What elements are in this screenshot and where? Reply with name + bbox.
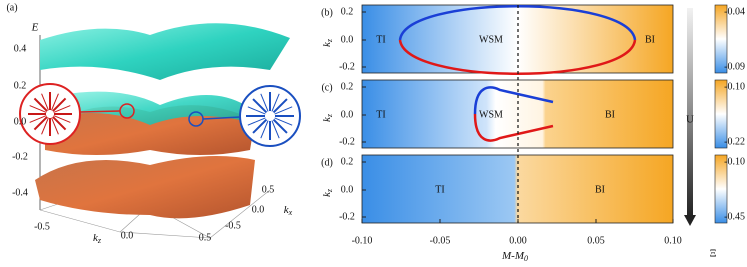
inset-arrow — [53, 105, 71, 113]
inset-arrow — [247, 106, 266, 115]
inset-arrow — [52, 116, 67, 131]
u-arrow — [687, 8, 693, 218]
region-label: WSM — [479, 34, 503, 45]
inset-arrow — [260, 93, 269, 112]
inset-arrow — [41, 93, 49, 111]
kx-label: kx — [284, 204, 293, 217]
inset-arrow — [252, 118, 268, 134]
y-axis-label-sub: z — [325, 113, 334, 118]
y-tick-label: 0.0 — [14, 116, 27, 127]
kx-label-sub: x — [288, 208, 293, 217]
colorbar-label: -0.09 — [724, 61, 745, 72]
kz-tick-label: 0.0 — [121, 230, 134, 241]
inset-arrow — [29, 115, 47, 123]
inset-arrow — [29, 105, 47, 113]
x-axis-label-base: M-M — [501, 250, 525, 262]
phase-map — [361, 4, 674, 74]
colorbar-label: -0.10 — [724, 81, 745, 92]
region-label: BI — [595, 184, 605, 195]
inset-arrow — [274, 117, 293, 126]
panel-label: (c) — [321, 82, 332, 93]
y-tick-label: -0.2 — [339, 136, 355, 147]
phase-map — [361, 154, 674, 224]
x-tick-label: -0.05 — [430, 235, 451, 246]
y-axis-label-base: k — [321, 116, 333, 122]
panel-label: (d) — [321, 157, 333, 168]
kz-label-sub: z — [97, 236, 102, 245]
x-axis-label-sub: 0 — [524, 254, 528, 263]
kz-tick-label: 0.5 — [199, 232, 212, 243]
y-axis-label-base: k — [321, 41, 333, 47]
x-axis-label: M-M0 — [501, 250, 528, 263]
colorbar-label: -0.10 — [724, 156, 745, 167]
y-tick-label: 0.0 — [341, 34, 354, 45]
inset-arrow — [52, 97, 67, 112]
y-tick-label: 0.0 — [341, 184, 354, 195]
region-label: TI — [435, 184, 444, 195]
axis-label: E — [31, 22, 39, 34]
region-label: TI — [376, 109, 385, 120]
inset-arrow — [271, 93, 280, 112]
colorbar — [714, 4, 728, 74]
inset-arrow — [41, 117, 49, 135]
y-axis-label-base: k — [321, 191, 333, 197]
colorbar-label: -0.45 — [724, 211, 745, 222]
inset-arrow — [260, 120, 269, 139]
region-label: TI — [376, 34, 385, 45]
kz-label: kz — [93, 232, 102, 245]
inset-arrow — [51, 117, 59, 135]
panel-label: (a) — [6, 2, 17, 13]
panel-label: (b) — [321, 7, 333, 18]
y-tick-label: -0.2 — [12, 151, 28, 162]
y-axis-label-sub: z — [325, 38, 334, 43]
kx-tick-label: 0.5 — [262, 184, 275, 195]
y-tick-label: 0.2 — [341, 81, 354, 92]
u-label: U — [686, 114, 694, 126]
y-tick-label: -0.2 — [339, 61, 355, 72]
colorbar — [714, 79, 728, 149]
inset-arrow — [271, 120, 280, 139]
colorbar-title: Ξ — [709, 248, 716, 260]
inset-arrow — [33, 97, 48, 112]
y-tick-label: -0.2 — [339, 211, 355, 222]
y-tick-label: 0.2 — [341, 156, 354, 167]
inset-arrow — [51, 93, 59, 111]
u-arrow-head — [684, 215, 696, 226]
y-tick-label: 0.4 — [14, 43, 27, 54]
y-tick-label: -0.4 — [12, 187, 28, 198]
region-label: BI — [605, 109, 615, 120]
colorbar-label: -0.04 — [724, 6, 745, 17]
inset-arrow — [274, 106, 293, 115]
inset-arrow — [53, 115, 71, 123]
y-tick-label: 0.2 — [14, 80, 27, 91]
x-tick-label: -0.10 — [352, 235, 373, 246]
region-label: BI — [645, 34, 655, 45]
inset-arrow — [33, 116, 48, 131]
region-label: WSM — [479, 109, 503, 120]
inset-arrow — [272, 118, 288, 134]
inset-arrow — [272, 98, 288, 114]
y-axis-label: kz — [321, 188, 334, 197]
colorbar — [714, 154, 728, 224]
y-tick-label: 0.0 — [341, 109, 354, 120]
y-axis-label: kz — [321, 38, 334, 47]
inset-arrow — [247, 117, 266, 126]
x-tick-label: 0.10 — [664, 235, 682, 246]
kx-label-base: k — [284, 204, 290, 216]
x-tick-label: 0.00 — [509, 235, 527, 246]
inset-arrow — [252, 98, 268, 114]
kz-tick-label: -0.5 — [34, 221, 50, 232]
colorbar-label: -0.22 — [724, 136, 745, 147]
y-axis-label: kz — [321, 113, 334, 122]
kx-tick-label: 0.0 — [252, 204, 265, 215]
y-axis-label-sub: z — [325, 188, 334, 193]
kx-tick-label: -0.5 — [225, 220, 241, 231]
kz-label-base: k — [93, 232, 99, 244]
x-tick-label: 0.05 — [587, 235, 605, 246]
y-tick-label: 0.2 — [341, 6, 354, 17]
